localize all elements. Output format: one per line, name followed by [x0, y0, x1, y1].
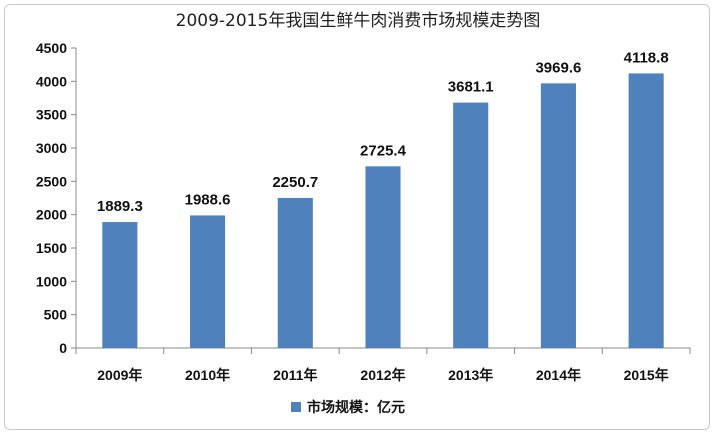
data-label: 2250.7 — [272, 174, 318, 191]
bar — [102, 222, 138, 348]
x-tick-label: 2011年 — [273, 367, 317, 383]
y-tick-label: 4000 — [36, 73, 67, 89]
legend: 市场规模：亿元 — [291, 399, 405, 416]
bar-series — [102, 73, 664, 349]
legend-swatch — [291, 402, 301, 412]
x-axis: 2009年 2010年 2011年 2012年 2013年 2014年 2015年 — [75, 347, 691, 383]
y-tick-label: 500 — [44, 307, 68, 323]
x-tick-label: 2014年 — [536, 367, 581, 383]
data-label: 2725.4 — [360, 142, 407, 159]
y-tick-label: 4500 — [36, 40, 67, 56]
y-tick-label: 3000 — [36, 140, 67, 156]
chart-frame — [4, 4, 710, 430]
bar — [365, 166, 401, 348]
x-tick-label: 2015年 — [624, 367, 669, 383]
bar — [277, 197, 313, 348]
bar — [628, 73, 664, 348]
x-tick-label: 2012年 — [360, 367, 405, 383]
chart-title: 2009-2015年我国生鲜牛肉消费市场规模走势图 — [175, 11, 541, 31]
x-tick-label: 2010年 — [185, 367, 230, 383]
data-label: 4118.8 — [624, 49, 669, 66]
y-tick-label: 1500 — [36, 240, 67, 256]
bar — [190, 215, 226, 348]
y-tick-label: 3500 — [36, 107, 67, 123]
data-labels: 1889.3 1988.6 2250.7 2725.4 3681.1 3969.6 4118… — [97, 49, 669, 215]
legend-label: 市场规模：亿元 — [307, 399, 405, 416]
data-label: 3681.1 — [448, 79, 494, 96]
y-tick-label: 1000 — [36, 273, 67, 289]
bar — [540, 83, 576, 349]
data-label: 3969.6 — [535, 59, 581, 76]
y-tick-label: 0 — [59, 340, 67, 356]
x-tick-label: 2009年 — [97, 367, 142, 383]
data-label: 1889.3 — [97, 198, 143, 215]
data-label: 1988.6 — [185, 191, 231, 208]
y-axis: 0 500 1000 1500 2000 2500 3000 3500 4000 4500 — [36, 40, 77, 356]
y-tick-label: 2500 — [36, 173, 67, 189]
y-tick-label: 2000 — [36, 207, 67, 223]
bar — [453, 102, 489, 349]
x-tick-label: 2013年 — [448, 367, 493, 383]
